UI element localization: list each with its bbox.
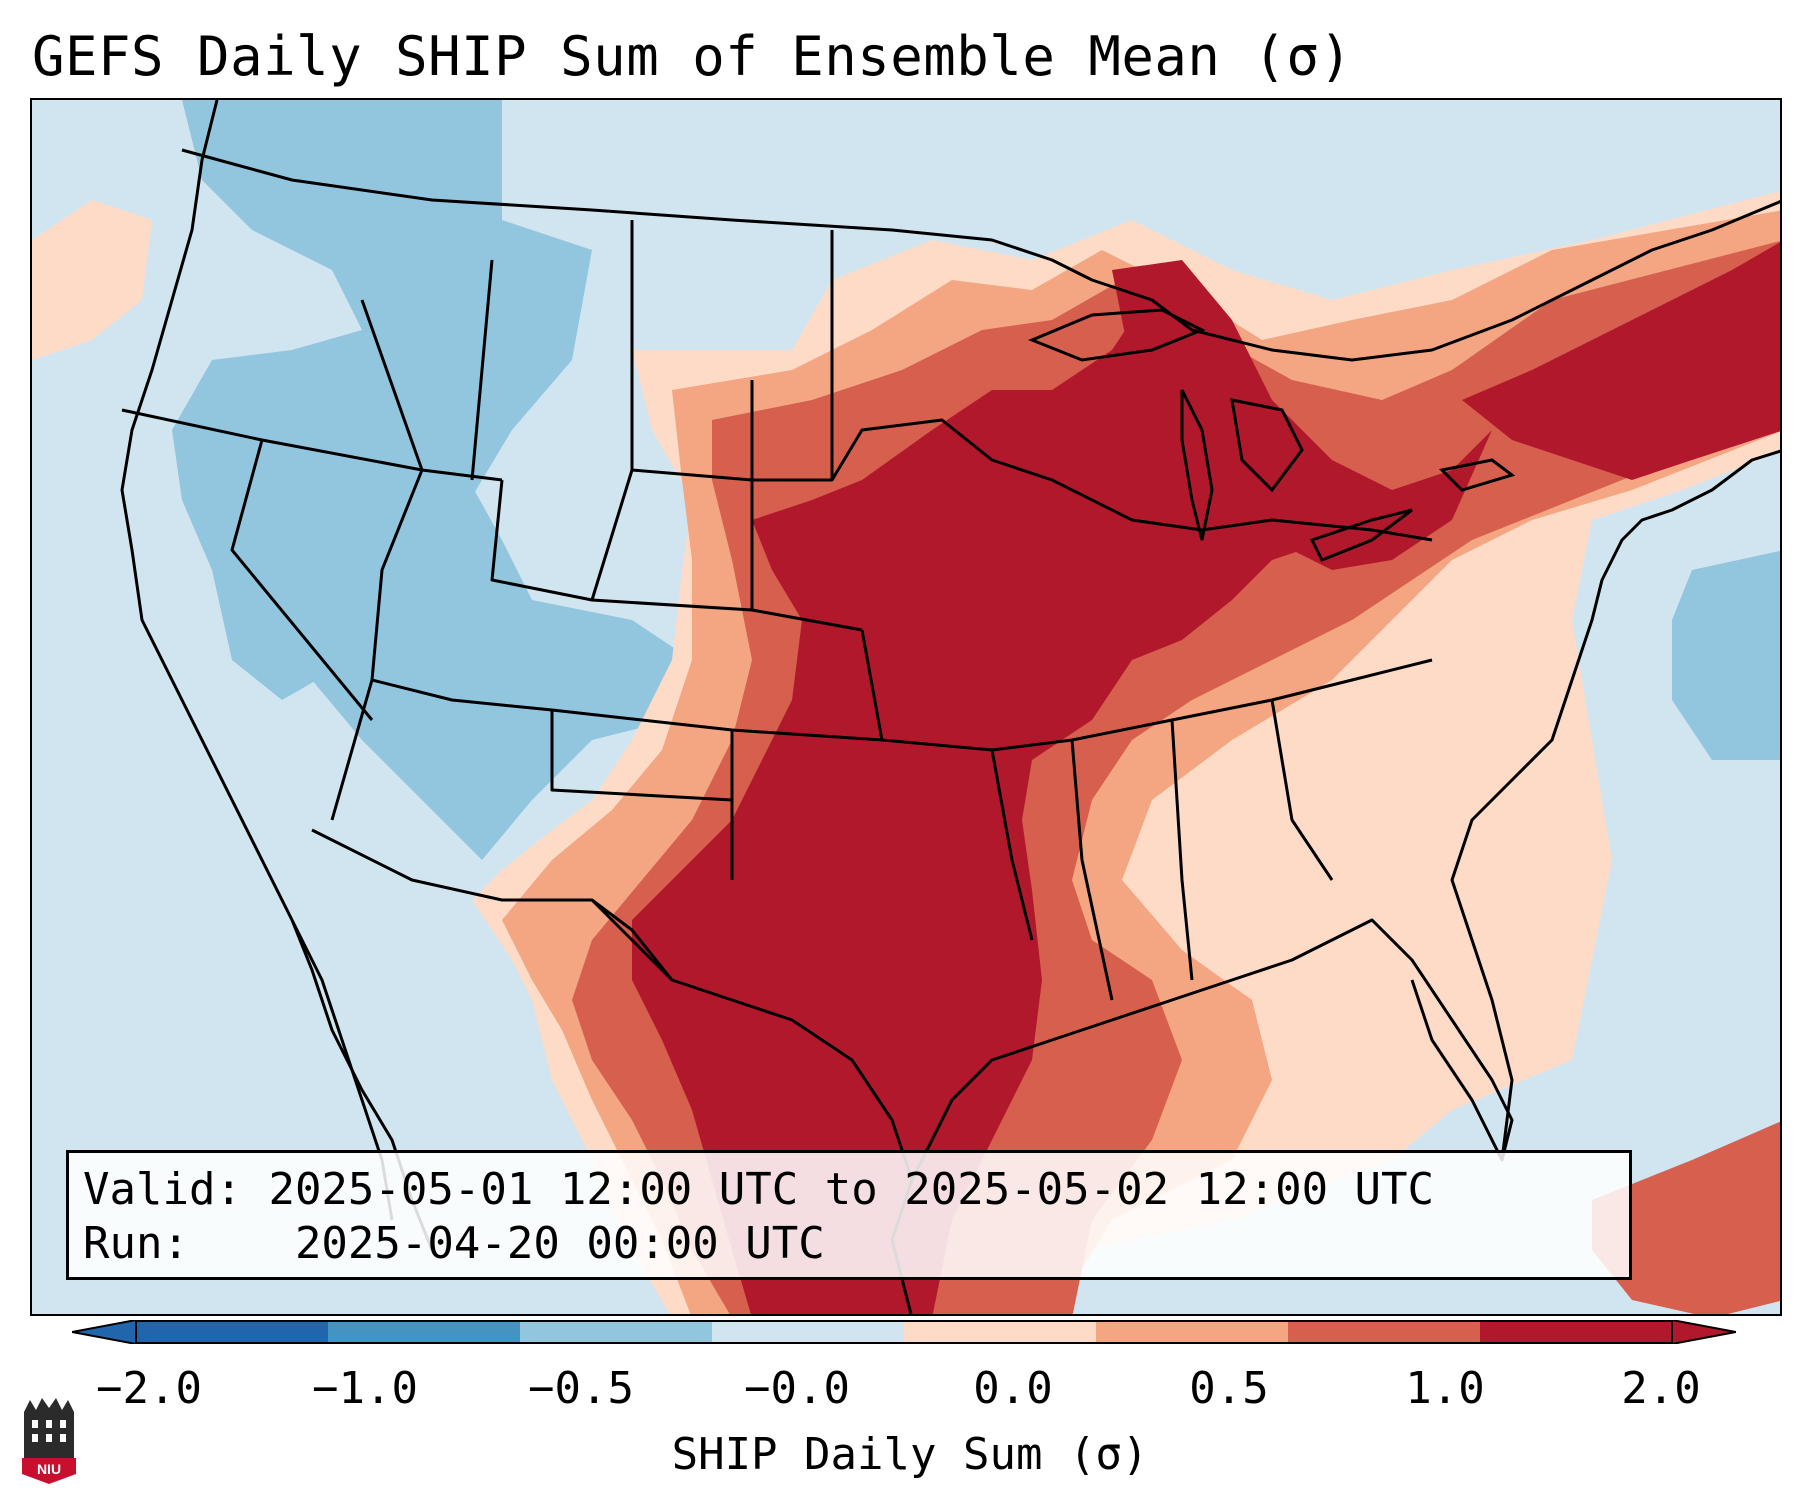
lake-superior [1028, 308, 1206, 362]
map-title: GEFS Daily SHIP Sum of Ensemble Mean (σ) [32, 25, 1353, 88]
field-neg-great-basin [222, 420, 692, 860]
colorbar-segment [328, 1320, 521, 1344]
run-value: 2025-04-20 00:00 UTC [294, 1218, 825, 1269]
colorbar-tick-label: 0.0 [973, 1363, 1053, 1414]
field-pos-core-greatlakes [1112, 260, 1492, 570]
colorbar-label: SHIP Daily Sum (σ) [671, 1429, 1149, 1480]
colorbar-outline [135, 1320, 1673, 1344]
run-label: Run: [83, 1218, 189, 1269]
lake-michigan [1180, 389, 1214, 541]
valid-value: 2025-05-01 12:00 UTC to 2025-05-02 12:00… [268, 1164, 1435, 1215]
map-panel [30, 98, 1782, 1316]
field-pos-core [632, 290, 1332, 1314]
valid-label: Valid: [83, 1164, 242, 1215]
colorbar-segment [1096, 1320, 1289, 1344]
border-canada [181, 148, 1780, 362]
colorbar-tick-label: −1.0 [312, 1363, 418, 1414]
colorbar-tick-label: −0.0 [744, 1363, 850, 1414]
colorbar-tick-label: 0.5 [1189, 1363, 1269, 1414]
colorbar-tick-label: 1.0 [1405, 1363, 1485, 1414]
colorbar-segment [1480, 1320, 1673, 1344]
colorbar-tick-label: −0.5 [528, 1363, 634, 1414]
field-pos-caribbean [1592, 1121, 1780, 1314]
valid-run-info-box: Valid: 2025-05-01 12:00 UTC to 2025-05-0… [66, 1150, 1632, 1280]
field-shading [32, 100, 1780, 1314]
logo-text: NIU [37, 1461, 61, 1477]
field-neg-atlantic [1672, 550, 1780, 760]
run-line: Run: 2025-04-20 00:00 UTC [83, 1217, 1615, 1271]
state-borders [121, 220, 1433, 1001]
colorbar-tick-label: 2.0 [1621, 1363, 1701, 1414]
colorbar [72, 1320, 1736, 1344]
valid-line: Valid: 2025-05-01 12:00 UTC to 2025-05-0… [83, 1163, 1615, 1217]
ship-field-map [32, 100, 1780, 1314]
colorbar-extend-high [1671, 1320, 1736, 1344]
coastline-pacific [120, 100, 394, 1221]
colorbar-tick-label: −2.0 [96, 1363, 202, 1414]
colorbar-extend-low [72, 1320, 137, 1344]
colorbar-segment [904, 1320, 1097, 1344]
colorbar-segment [1288, 1320, 1481, 1344]
lake-huron [1230, 398, 1304, 493]
lake-erie [1309, 508, 1413, 562]
field-pos-north-pacific [32, 200, 152, 360]
lake-ontario [1438, 458, 1516, 492]
field-pos-core-northeast [1462, 242, 1780, 480]
coastline-atlantic [1450, 449, 1780, 1161]
colorbar-segment [712, 1320, 905, 1344]
border-mexico [311, 828, 674, 981]
colorbar-segment [136, 1320, 329, 1344]
colorbar-segment [520, 1320, 713, 1344]
great-lakes [1028, 308, 1516, 562]
niu-logo: NIU [22, 1398, 76, 1484]
